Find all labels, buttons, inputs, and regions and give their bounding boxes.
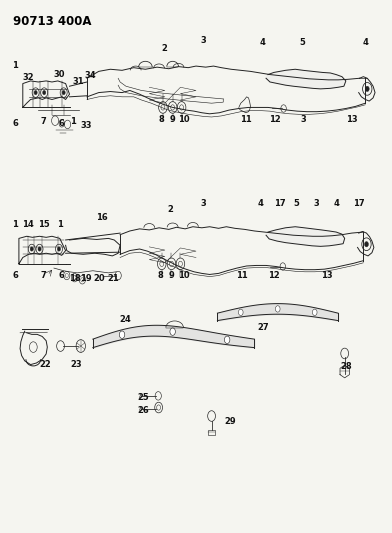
Text: 25: 25 — [138, 393, 149, 402]
Circle shape — [365, 241, 368, 247]
Circle shape — [276, 306, 280, 312]
Circle shape — [119, 331, 125, 338]
Text: 1: 1 — [12, 61, 18, 69]
Text: 9: 9 — [169, 271, 175, 280]
Text: 22: 22 — [39, 360, 51, 368]
Text: 3: 3 — [200, 36, 206, 45]
Text: 8: 8 — [158, 115, 164, 124]
Text: 32: 32 — [22, 73, 34, 82]
Text: 4: 4 — [334, 199, 340, 208]
Text: 14: 14 — [22, 220, 34, 229]
Text: 12: 12 — [269, 115, 281, 124]
Circle shape — [43, 91, 46, 95]
Text: 10: 10 — [178, 115, 190, 124]
Circle shape — [170, 328, 175, 335]
Text: 20: 20 — [93, 274, 105, 283]
Text: 23: 23 — [70, 360, 82, 368]
Circle shape — [38, 247, 41, 251]
Circle shape — [238, 309, 243, 316]
Polygon shape — [266, 227, 345, 246]
Text: 10: 10 — [178, 271, 189, 280]
Text: 30: 30 — [53, 70, 65, 79]
Text: 33: 33 — [80, 121, 92, 130]
Text: 4: 4 — [260, 38, 266, 47]
Text: 1: 1 — [70, 117, 76, 126]
Text: 12: 12 — [268, 271, 280, 280]
Text: 1: 1 — [12, 220, 18, 229]
Text: 17: 17 — [353, 199, 365, 208]
Text: 5: 5 — [294, 199, 299, 208]
Circle shape — [30, 247, 33, 251]
Text: 9: 9 — [170, 115, 176, 124]
Circle shape — [62, 91, 65, 95]
Text: 11: 11 — [240, 115, 252, 124]
Circle shape — [34, 91, 37, 95]
Text: 4: 4 — [257, 199, 263, 208]
Circle shape — [365, 86, 369, 92]
Text: 26: 26 — [138, 406, 149, 415]
Text: 6: 6 — [12, 271, 18, 280]
Text: 11: 11 — [236, 271, 248, 280]
Text: 18: 18 — [69, 274, 80, 283]
Text: 4: 4 — [362, 38, 368, 47]
Text: 31: 31 — [72, 77, 84, 86]
Text: 13: 13 — [346, 115, 358, 124]
Text: 2: 2 — [168, 205, 174, 214]
Circle shape — [224, 336, 230, 343]
Text: 13: 13 — [321, 271, 332, 280]
Text: 19: 19 — [80, 274, 92, 283]
Text: 28: 28 — [340, 362, 352, 370]
Circle shape — [58, 247, 60, 251]
Text: 29: 29 — [224, 417, 236, 426]
Text: 34: 34 — [84, 71, 96, 80]
Text: 3: 3 — [313, 199, 319, 208]
Text: 17: 17 — [274, 199, 285, 208]
Text: 27: 27 — [257, 323, 269, 332]
Polygon shape — [266, 69, 346, 89]
Text: 21: 21 — [108, 274, 119, 283]
Text: 5: 5 — [299, 38, 305, 47]
Text: 8: 8 — [157, 271, 163, 280]
Text: 3: 3 — [300, 115, 306, 124]
Text: 24: 24 — [119, 315, 131, 324]
Text: 16: 16 — [96, 213, 108, 222]
Text: 6: 6 — [58, 271, 64, 280]
Text: 6: 6 — [12, 119, 18, 128]
Text: 2: 2 — [161, 44, 167, 53]
Text: 90713 400A: 90713 400A — [13, 14, 92, 28]
Text: 3: 3 — [200, 199, 206, 208]
Text: 15: 15 — [38, 220, 49, 229]
Text: 7: 7 — [40, 271, 46, 280]
Circle shape — [312, 309, 317, 316]
Text: 6: 6 — [58, 119, 64, 128]
Text: 7: 7 — [40, 117, 46, 126]
Text: 1: 1 — [57, 220, 63, 229]
